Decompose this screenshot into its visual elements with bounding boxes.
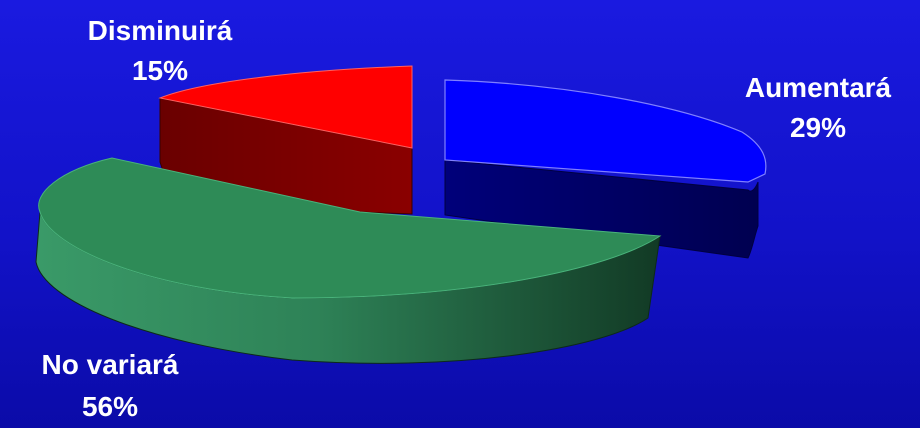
slice-no-variara-top <box>38 157 662 299</box>
value-aumentara: 29% <box>790 112 846 143</box>
slice-aumentara-side <box>444 159 759 259</box>
value-disminuira: 15% <box>132 55 188 86</box>
label-disminuira: Disminuirá <box>88 15 233 46</box>
label-aumentara: Aumentará <box>745 72 892 103</box>
value-no-variara: 56% <box>82 391 138 422</box>
slice-disminuira-top <box>158 65 413 149</box>
slice-aumentara-top <box>444 79 767 183</box>
label-no-variara: No variará <box>42 349 179 380</box>
slice-aumentara <box>444 79 767 259</box>
slice-no-variara <box>35 157 662 364</box>
